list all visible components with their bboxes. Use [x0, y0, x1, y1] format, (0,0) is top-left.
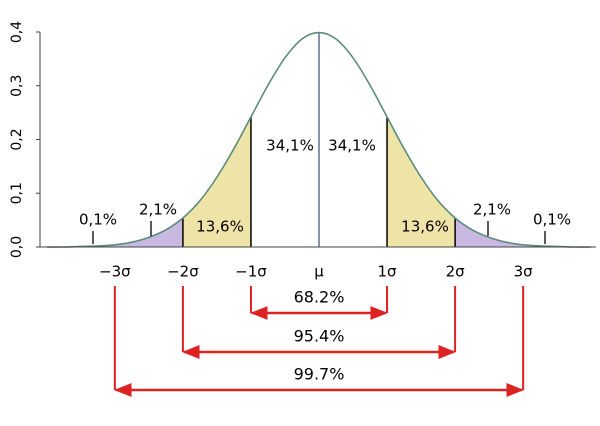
- percent-label: 0,1%: [533, 211, 571, 229]
- percent-label: 2,1%: [139, 201, 177, 219]
- density-curve: [46, 31, 592, 248]
- percent-label: 13,6%: [401, 218, 449, 236]
- y-tick-label: 0,4: [9, 21, 25, 43]
- region: [455, 217, 592, 247]
- y-tick-label: 0,2: [9, 128, 25, 150]
- range-label: 99.7%: [294, 365, 345, 384]
- x-tick-label: −1σ: [235, 263, 267, 281]
- x-tick-label: 3σ: [514, 263, 534, 281]
- region: [46, 217, 183, 247]
- y-tick-label: 0,1: [9, 182, 25, 204]
- x-tick-label: 1σ: [378, 263, 398, 281]
- y-tick-label: 0,3: [9, 75, 25, 97]
- percent-label: 13,6%: [196, 218, 244, 236]
- percent-label: 2,1%: [473, 201, 511, 219]
- percent-label: 34,1%: [266, 137, 314, 155]
- percent-label: 0,1%: [79, 211, 117, 229]
- y-tick-label: 0,0: [9, 236, 25, 258]
- x-tick-label: −3σ: [99, 263, 131, 281]
- percent-label: 34,1%: [328, 137, 376, 155]
- x-tick-label: μ: [314, 263, 324, 281]
- range-label: 95.4%: [294, 327, 345, 346]
- x-tick-label: −2σ: [167, 263, 199, 281]
- x-tick-label: 2σ: [446, 263, 466, 281]
- range-label: 68.2%: [294, 288, 345, 307]
